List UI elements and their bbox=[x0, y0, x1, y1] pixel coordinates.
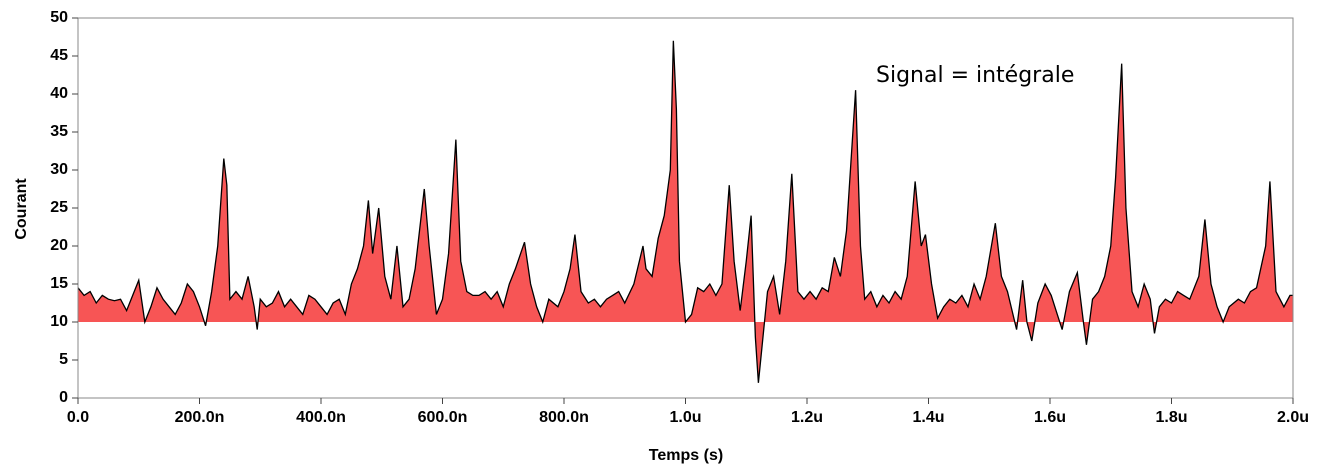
y-tick-label: 50 bbox=[50, 9, 68, 26]
signal-line bbox=[77, 40, 1293, 383]
y-tick-label: 20 bbox=[50, 237, 68, 254]
x-tick-label: 1.2u bbox=[791, 409, 823, 426]
x-axis-label: Temps (s) bbox=[649, 447, 723, 464]
plot-frame bbox=[77, 17, 1294, 399]
y-tick-label: 0 bbox=[59, 389, 68, 406]
y-tick-label: 10 bbox=[50, 313, 68, 330]
y-tick-label: 45 bbox=[50, 47, 68, 64]
x-tick-label: 600.0n bbox=[418, 409, 468, 426]
y-tick-label: 40 bbox=[50, 85, 68, 102]
y-tick-label: 30 bbox=[50, 161, 68, 178]
annotation: Signal = intégrale bbox=[876, 63, 1074, 88]
y-tick-label: 15 bbox=[50, 275, 68, 292]
x-tick-label: 800.0n bbox=[539, 409, 589, 426]
y-tick-label: 35 bbox=[50, 123, 68, 140]
y-axis-label: Courant bbox=[13, 178, 30, 240]
x-tick-label: 1.4u bbox=[912, 409, 944, 426]
x-tick-label: 200.0n bbox=[175, 409, 225, 426]
x-tick-label: 1.0u bbox=[669, 409, 701, 426]
y-tick-label: 25 bbox=[50, 199, 68, 216]
x-tick-label: 2.0u bbox=[1277, 409, 1309, 426]
x-tick-label: 1.8u bbox=[1155, 409, 1187, 426]
area-fill bbox=[78, 40, 1293, 383]
x-tick-label: 400.0n bbox=[296, 409, 346, 426]
y-tick-label: 5 bbox=[59, 351, 68, 368]
x-tick-label: 1.6u bbox=[1034, 409, 1066, 426]
x-tick-label: 0.0 bbox=[67, 409, 89, 426]
